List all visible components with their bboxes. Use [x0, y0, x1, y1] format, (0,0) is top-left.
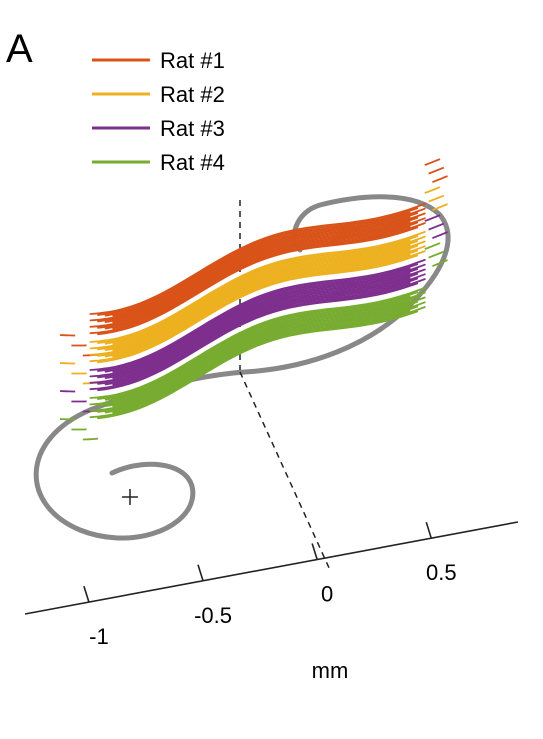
x-tick-label-1: -1	[89, 624, 109, 649]
series-4-strand	[112, 291, 426, 401]
series-1-fragment	[424, 158, 441, 166]
series-2-strand	[104, 249, 419, 358]
series-1-strand	[89, 212, 419, 322]
series-3-strand	[104, 267, 411, 373]
series-1-strand	[104, 211, 411, 317]
series-4-strand	[97, 310, 419, 420]
series-3-trajectories	[60, 214, 448, 413]
legend-label-3: Rat #3	[160, 116, 225, 141]
series-3-strand	[97, 282, 419, 392]
series-2-strand	[89, 249, 411, 356]
series-2-strand	[89, 250, 426, 363]
series-2-strand	[104, 239, 411, 345]
series-1-strand	[89, 222, 426, 335]
series-4-strand	[89, 287, 426, 399]
series-4-strand	[112, 310, 411, 414]
series-1-strand	[112, 217, 419, 324]
series-2-strand	[89, 240, 419, 350]
panel-label: A	[6, 27, 33, 71]
series-2-strand	[97, 245, 426, 357]
series-3-strand	[112, 273, 419, 380]
series-1-strand	[89, 221, 411, 328]
series-4-strand	[97, 301, 426, 413]
series-1-fragment	[432, 175, 448, 183]
series-1-strand	[97, 226, 419, 336]
start-marker	[122, 489, 138, 505]
series-3-strand	[104, 277, 419, 386]
series-2-strand	[112, 235, 426, 345]
series-4-strand	[97, 300, 411, 407]
series-2-fragment	[60, 362, 76, 365]
series-4-fragment	[60, 418, 76, 421]
series-4-strand	[112, 301, 419, 408]
x-tick-3	[311, 543, 318, 560]
series-4-strand	[104, 295, 411, 401]
series-2-strand	[89, 231, 426, 343]
series-2-fragment	[432, 203, 448, 211]
series-4-trajectories	[60, 242, 448, 441]
series-2-strand	[97, 235, 419, 344]
x-tick-2	[197, 564, 204, 582]
x-tick-4	[425, 521, 433, 539]
legend-label-2: Rat #2	[160, 82, 225, 107]
series-4-fragment	[432, 259, 448, 267]
series-3-fragment	[424, 214, 441, 222]
series-4-strand	[89, 305, 411, 412]
series-3-strand	[104, 268, 426, 379]
x-axis-line	[24, 521, 519, 615]
series-4-strand	[89, 306, 426, 419]
series-1-strand	[104, 212, 426, 323]
series-2-trajectories	[60, 186, 448, 385]
series-1-strand	[89, 203, 426, 315]
series-4-fragment	[82, 437, 98, 441]
series-3-strand	[89, 278, 426, 391]
series-3-strand	[89, 277, 411, 384]
series-1-strand	[112, 207, 426, 317]
series-2-fragment	[424, 186, 441, 194]
series-4-fragment	[428, 250, 445, 259]
legend-label-4: Rat #4	[160, 150, 225, 175]
x-axis-label: mm	[312, 658, 349, 683]
legend: Rat #1 Rat #2 Rat #3 Rat #4	[92, 48, 225, 175]
series-3-fragment	[432, 231, 448, 239]
series-2-strand	[97, 254, 419, 364]
series-4-strand	[97, 291, 419, 400]
series-1-strand	[104, 221, 419, 330]
series-1-strand	[112, 226, 411, 330]
series-4-fragment	[424, 242, 441, 250]
series-3-strand	[97, 273, 426, 385]
series-1-fragment	[428, 166, 445, 175]
diagonal-dashed-line	[239, 371, 331, 571]
series-2-strand	[112, 245, 419, 352]
series-3-strand	[97, 272, 411, 379]
x-tick-label-2: -0.5	[194, 603, 232, 628]
x-axis-ticks: -1 -0.5 0 0.5	[83, 521, 457, 649]
series-1-strand	[97, 207, 419, 316]
series-3-fragment	[428, 222, 445, 231]
series-1-strand	[97, 217, 426, 329]
x-tick-label-3: 0	[321, 581, 333, 606]
series-3-strand	[97, 263, 419, 372]
series-2-fragment	[428, 194, 445, 203]
legend-label-1: Rat #1	[160, 48, 225, 73]
series-4-strand	[104, 296, 426, 407]
series-3-strand	[89, 268, 419, 378]
series-4-strand	[89, 296, 419, 406]
series-1-strand	[97, 216, 411, 323]
series-1-fragment	[60, 334, 76, 337]
trajectory-bands	[60, 158, 448, 441]
reference-track-curve	[33, 194, 451, 541]
series-3-strand	[112, 263, 426, 373]
series-2-strand	[97, 244, 411, 351]
series-3-fragment	[60, 390, 76, 393]
x-tick-1	[83, 585, 90, 603]
series-3-strand	[112, 282, 411, 386]
x-tick-label-4: 0.5	[426, 560, 457, 585]
series-2-strand	[112, 254, 411, 358]
series-1-trajectories	[60, 158, 448, 357]
series-4-strand	[104, 305, 419, 414]
series-2-strand	[104, 240, 426, 351]
series-3-strand	[89, 259, 426, 371]
